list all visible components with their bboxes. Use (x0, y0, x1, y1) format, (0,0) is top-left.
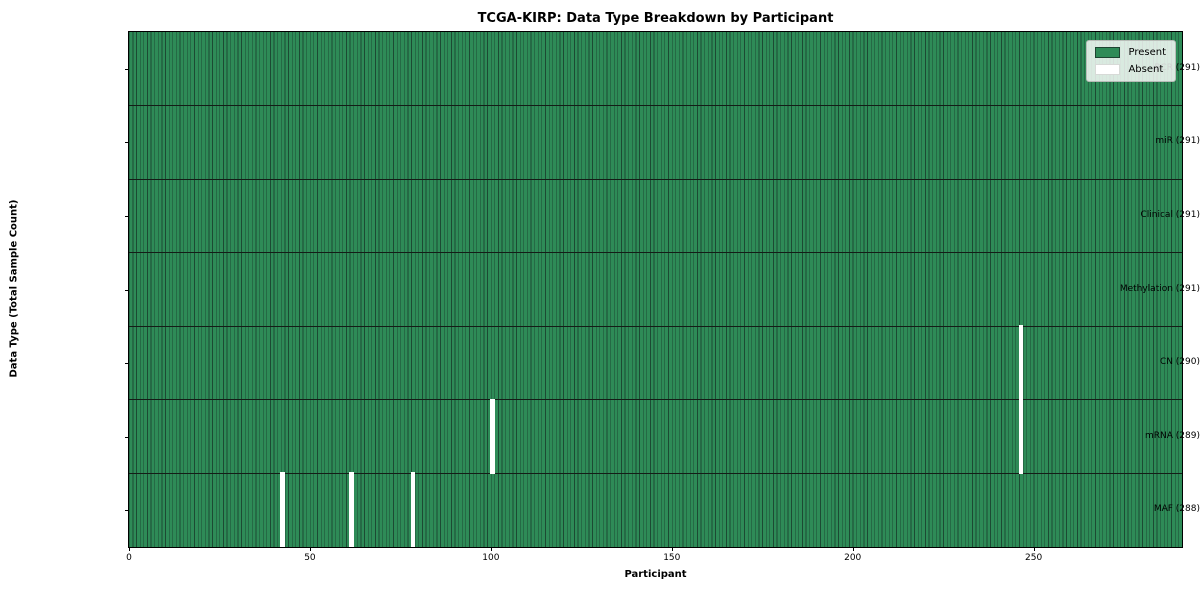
legend-item-present: Present (1095, 47, 1166, 58)
x-tick-mark (671, 547, 673, 551)
x-tick-label-250: 250 (1025, 553, 1043, 563)
absent-marker (1018, 325, 1024, 401)
row-separator (129, 399, 1182, 401)
plot-area: Present Absent (128, 31, 1183, 548)
legend-label-absent: Absent (1128, 64, 1164, 75)
y-tick-label-clinical: Clinical (291) (1140, 209, 1200, 220)
y-tick-label-mir: miR (291) (1155, 136, 1200, 147)
legend: Present Absent (1086, 40, 1176, 82)
absent-marker (1018, 398, 1024, 475)
y-tick-label-methylation: Methylation (291) (1119, 283, 1200, 294)
x-tick-mark (309, 547, 311, 551)
y-tick-label-cn: CN (290) (1159, 357, 1200, 368)
row-separator (129, 178, 1182, 180)
legend-swatch-absent-icon (1095, 64, 1121, 75)
x-tick-label-50: 50 (304, 553, 316, 563)
legend-swatch-present-icon (1095, 47, 1121, 58)
y-tick-label-bcr: BCR (291) (1154, 62, 1200, 73)
absent-marker (349, 472, 354, 548)
heatmap-row-mir (129, 105, 1182, 180)
y-tick-mark (125, 68, 129, 70)
heatmap-row-cn (129, 325, 1182, 401)
absent-marker (280, 472, 286, 548)
x-tick-mark (129, 547, 130, 551)
absent-marker (410, 472, 416, 548)
x-tick-mark (490, 547, 492, 551)
absent-marker (490, 398, 496, 475)
x-tick-label-150: 150 (663, 553, 681, 563)
legend-item-absent: Absent (1095, 64, 1166, 75)
heatmap-row-methylation (129, 252, 1182, 327)
y-tick-mark (125, 363, 129, 365)
y-tick-mark (125, 215, 129, 217)
row-separator (129, 252, 1182, 254)
x-tick-label-0: 0 (126, 553, 132, 563)
y-tick-mark (125, 289, 129, 291)
x-tick-label-200: 200 (844, 553, 862, 563)
legend-label-present: Present (1128, 47, 1166, 58)
row-separator (129, 472, 1182, 474)
heatmap-row-clinical (129, 179, 1182, 253)
x-tick-mark (852, 547, 854, 551)
y-tick-mark (125, 510, 129, 512)
heatmap-row-maf (129, 472, 1182, 548)
x-tick-mark (1033, 547, 1035, 551)
chart-title: TCGA-KIRP: Data Type Breakdown by Partic… (477, 11, 834, 26)
y-axis-label: Data Type (Total Sample Count) (8, 199, 20, 378)
x-tick-label-100: 100 (482, 553, 500, 563)
y-tick-label-maf: MAF (288) (1153, 504, 1200, 515)
heatmap-row-mrna (129, 398, 1182, 475)
y-tick-label-mrna: mRNA (289) (1145, 430, 1200, 441)
heatmap-row-bcr (129, 32, 1182, 106)
row-separator (129, 105, 1182, 107)
x-axis-label: Participant (624, 569, 687, 580)
y-tick-mark (125, 142, 129, 144)
y-tick-mark (125, 436, 129, 438)
row-separator (129, 325, 1182, 327)
